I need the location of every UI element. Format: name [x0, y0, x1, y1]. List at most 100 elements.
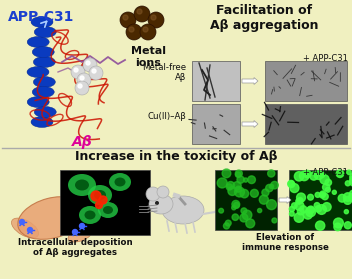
Circle shape — [325, 179, 332, 186]
Circle shape — [99, 196, 107, 204]
Circle shape — [240, 214, 248, 222]
Circle shape — [325, 187, 330, 192]
Circle shape — [92, 69, 96, 73]
Circle shape — [240, 189, 249, 198]
Circle shape — [347, 170, 351, 175]
Circle shape — [78, 84, 82, 88]
Circle shape — [224, 223, 230, 229]
Circle shape — [217, 178, 227, 188]
Circle shape — [234, 187, 244, 197]
Circle shape — [71, 65, 85, 79]
Circle shape — [268, 170, 275, 177]
Circle shape — [294, 213, 304, 222]
Text: Facilitation of
Aβ aggregation: Facilitation of Aβ aggregation — [210, 4, 318, 32]
Circle shape — [151, 15, 156, 20]
Circle shape — [297, 193, 306, 202]
Circle shape — [241, 208, 247, 214]
Text: APP-C31: APP-C31 — [8, 10, 74, 24]
Circle shape — [89, 66, 103, 80]
Circle shape — [314, 171, 323, 179]
Circle shape — [314, 203, 320, 208]
Ellipse shape — [79, 206, 101, 224]
Circle shape — [258, 208, 262, 213]
Ellipse shape — [31, 117, 53, 128]
Ellipse shape — [27, 37, 49, 47]
Circle shape — [80, 223, 84, 229]
Circle shape — [95, 201, 102, 208]
Circle shape — [232, 200, 240, 208]
Circle shape — [350, 175, 352, 184]
Circle shape — [334, 218, 343, 228]
Ellipse shape — [162, 196, 204, 224]
Circle shape — [297, 208, 304, 215]
Bar — [215, 170, 277, 230]
Ellipse shape — [109, 173, 131, 191]
Circle shape — [306, 207, 316, 217]
Circle shape — [349, 190, 352, 199]
Circle shape — [300, 171, 309, 181]
Text: Cu(II)–Aβ: Cu(II)–Aβ — [147, 112, 186, 121]
Text: Metal
ions: Metal ions — [131, 46, 165, 68]
Circle shape — [155, 201, 159, 205]
Circle shape — [232, 206, 236, 210]
Circle shape — [344, 197, 352, 204]
Circle shape — [246, 219, 255, 228]
Circle shape — [294, 172, 304, 181]
Circle shape — [19, 220, 25, 225]
Bar — [192, 104, 240, 144]
Text: Intracellular deposition
of Aβ aggregates: Intracellular deposition of Aβ aggregate… — [18, 238, 132, 258]
Circle shape — [77, 73, 91, 87]
Circle shape — [91, 191, 101, 201]
Circle shape — [300, 206, 307, 213]
Circle shape — [310, 172, 318, 180]
Circle shape — [289, 206, 295, 212]
Circle shape — [83, 58, 97, 72]
Circle shape — [259, 195, 268, 204]
Bar — [265, 61, 347, 101]
Circle shape — [226, 184, 232, 190]
Circle shape — [74, 68, 78, 72]
Circle shape — [140, 24, 156, 40]
Circle shape — [345, 181, 350, 186]
Circle shape — [227, 182, 234, 189]
Circle shape — [225, 220, 231, 226]
Ellipse shape — [34, 27, 56, 37]
Ellipse shape — [68, 174, 96, 196]
Circle shape — [344, 210, 348, 214]
Ellipse shape — [34, 107, 56, 117]
Circle shape — [344, 193, 352, 201]
Circle shape — [242, 210, 252, 220]
Bar — [265, 104, 347, 144]
Circle shape — [350, 178, 352, 186]
Circle shape — [235, 186, 241, 192]
Circle shape — [143, 27, 148, 32]
Ellipse shape — [31, 16, 53, 28]
Circle shape — [332, 190, 337, 194]
Ellipse shape — [149, 194, 173, 214]
Circle shape — [244, 178, 248, 182]
Ellipse shape — [27, 66, 49, 78]
Circle shape — [290, 184, 299, 193]
Circle shape — [315, 192, 320, 197]
Circle shape — [233, 202, 239, 208]
Circle shape — [297, 198, 303, 204]
Circle shape — [237, 176, 244, 183]
Ellipse shape — [68, 228, 92, 242]
Circle shape — [303, 210, 312, 219]
Ellipse shape — [18, 197, 86, 239]
Circle shape — [295, 201, 304, 211]
Circle shape — [320, 175, 329, 184]
Circle shape — [120, 12, 136, 28]
Circle shape — [129, 27, 134, 32]
Circle shape — [228, 187, 237, 196]
Circle shape — [222, 169, 231, 178]
Circle shape — [157, 186, 169, 198]
Circle shape — [27, 227, 32, 232]
Circle shape — [344, 222, 351, 229]
Text: + APP-C31: + APP-C31 — [303, 168, 348, 177]
Ellipse shape — [33, 57, 55, 68]
Ellipse shape — [98, 202, 118, 218]
Circle shape — [322, 184, 330, 191]
Circle shape — [235, 172, 241, 177]
Circle shape — [250, 189, 258, 197]
